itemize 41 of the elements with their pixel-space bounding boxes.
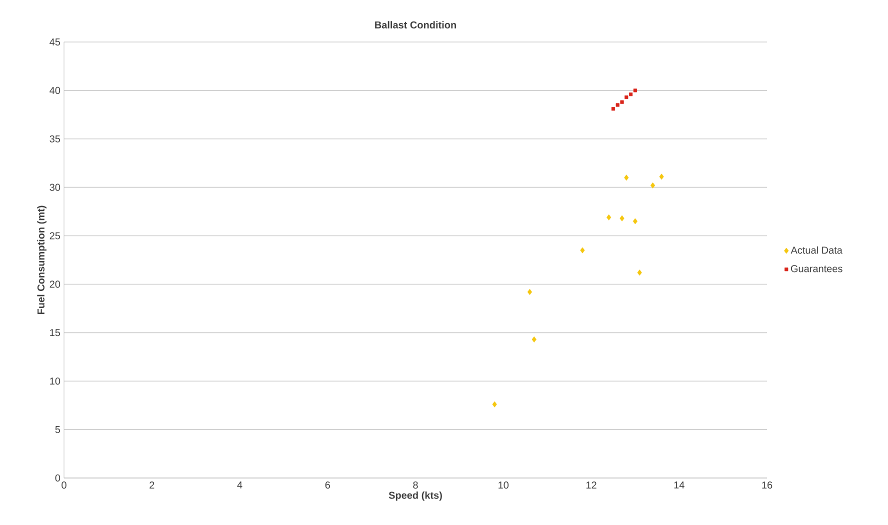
point xyxy=(620,100,624,104)
y-tick-label: 25 xyxy=(50,232,60,240)
y-tick-label: 0 xyxy=(55,474,60,482)
point xyxy=(629,92,633,96)
legend-label: Actual Data xyxy=(790,246,842,254)
x-tick-label: 0 xyxy=(62,482,66,489)
x-tick-label: 14 xyxy=(674,482,684,488)
legend-label: Guarantees xyxy=(790,265,842,272)
point xyxy=(633,88,637,92)
point xyxy=(632,218,638,224)
point xyxy=(624,174,629,181)
point xyxy=(527,288,532,295)
point xyxy=(659,174,664,180)
x-tick-label: 16 xyxy=(762,482,772,489)
x-tick-label: 4 xyxy=(237,482,242,488)
point xyxy=(624,95,628,100)
y-tick-label: 35 xyxy=(50,135,60,142)
x-axis-title: Speed (kts) xyxy=(388,491,442,501)
point xyxy=(637,270,642,276)
point xyxy=(606,214,612,220)
y-tick-label: 30 xyxy=(50,184,60,191)
y-tick-label: 20 xyxy=(50,280,60,288)
y-tick-label: 40 xyxy=(50,86,60,94)
y-axis-title: Fuel Consumption (mt) xyxy=(37,206,46,314)
point xyxy=(616,103,620,107)
point xyxy=(620,215,624,222)
y-tick-label: 5 xyxy=(55,426,60,434)
point xyxy=(650,182,656,188)
x-tick-label: 10 xyxy=(498,482,509,489)
point xyxy=(611,107,616,111)
chart-title: Ballast Condition xyxy=(375,21,456,28)
y-tick-label: 15 xyxy=(50,329,60,336)
point xyxy=(532,336,536,342)
x-tick-label: 2 xyxy=(150,482,154,489)
y-tick-label: 45 xyxy=(50,38,60,46)
y-tick-label: 10 xyxy=(50,378,60,385)
x-tick-label: 12 xyxy=(586,482,596,489)
point xyxy=(580,247,585,254)
x-tick-label: 8 xyxy=(413,482,418,489)
point xyxy=(492,401,497,408)
x-tick-label: 6 xyxy=(325,482,330,489)
